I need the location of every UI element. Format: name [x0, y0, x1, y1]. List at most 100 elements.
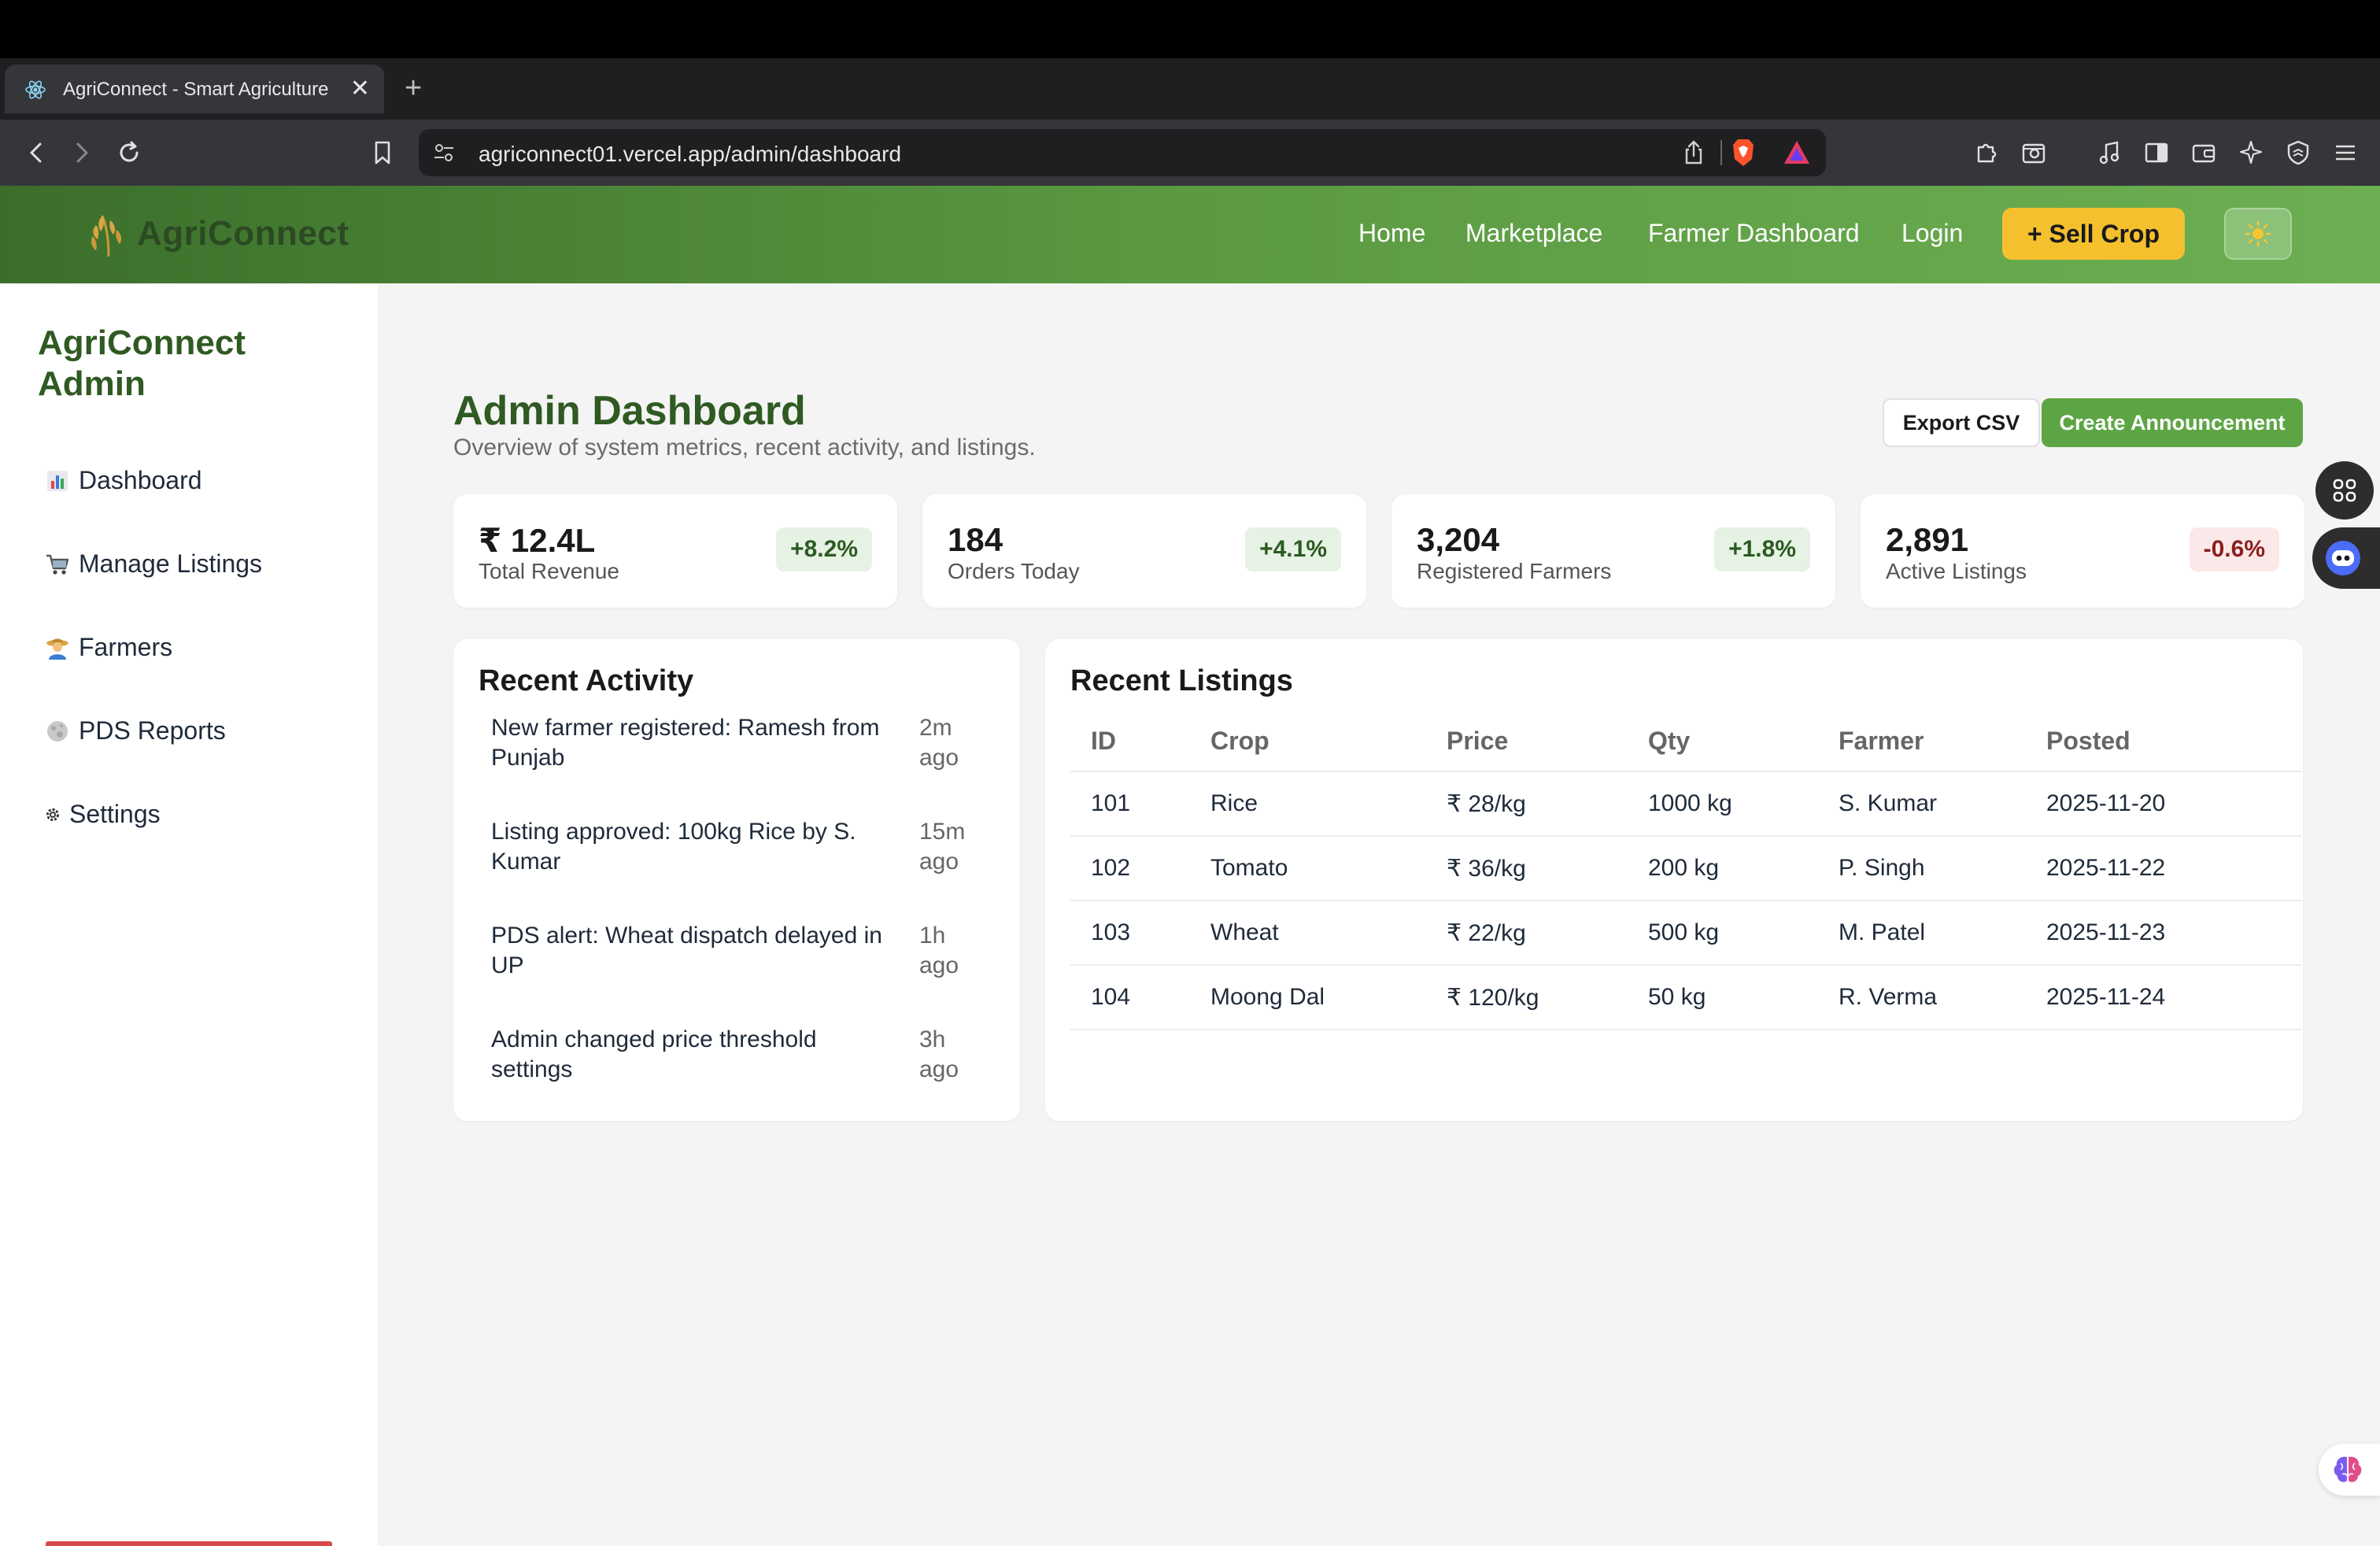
bar-chart-icon: [44, 468, 71, 494]
table-row[interactable]: 101 Rice ₹ 28/kg 1000 kg S. Kumar 2025-1…: [1070, 771, 2301, 837]
cell-posted: 2025-11-24: [2026, 965, 2301, 1030]
nav-marketplace[interactable]: Marketplace: [1465, 219, 1603, 247]
logout-button[interactable]: [46, 1541, 332, 1546]
stat-value: ₹ 12.4L: [479, 522, 596, 559]
sidebar-item-settings[interactable]: Settings: [44, 800, 161, 829]
forward-icon[interactable]: [63, 134, 101, 172]
brave-rewards-icon[interactable]: [1782, 139, 1812, 167]
cell-id: 103: [1070, 901, 1190, 966]
site-header: AgriConnect Home Marketplace Farmer Dash…: [0, 186, 2380, 283]
activity-text: Admin changed price threshold settings: [491, 1026, 817, 1082]
sidebar-item-farmers[interactable]: Farmers: [44, 633, 172, 662]
vpn-shield-icon[interactable]: [2279, 134, 2317, 172]
cell-crop: Rice: [1190, 771, 1426, 837]
stat-label: Total Revenue: [479, 559, 620, 583]
cell-farmer: R. Verma: [1818, 965, 2026, 1030]
activity-time: 2m ago: [919, 715, 959, 771]
browser-toolbar: agriconnect01.vercel.app/admin/dashboard: [0, 120, 2380, 186]
floating-assistant-button[interactable]: [2312, 527, 2380, 589]
column-header-qty: Qty: [1628, 712, 1818, 772]
table-row[interactable]: 102 Tomato ₹ 36/kg 200 kg P. Singh 2025-…: [1070, 836, 2301, 901]
table-row[interactable]: 104 Moong Dal ₹ 120/kg 50 kg R. Verma 20…: [1070, 965, 2301, 1030]
sidebar-item-pds-reports[interactable]: PDS Reports: [44, 716, 226, 745]
activity-time: 1h ago: [919, 923, 959, 978]
brand-logo[interactable]: AgriConnect: [87, 209, 349, 258]
farmer-icon: [44, 634, 71, 661]
new-tab-icon[interactable]: +: [405, 72, 423, 105]
stat-change-badge: +8.2%: [776, 527, 872, 571]
stat-label: Orders Today: [948, 559, 1080, 583]
os-menu-bar: [0, 0, 2380, 58]
brave-shield-icon[interactable]: [1728, 137, 1758, 168]
recent-activity-panel: Recent Activity New farmer registered: R…: [453, 639, 1020, 1121]
bookmark-icon[interactable]: [364, 134, 401, 172]
table-row[interactable]: 103 Wheat ₹ 22/kg 500 kg M. Patel 2025-1…: [1070, 901, 2301, 966]
browser-tab[interactable]: AgriConnect - Smart Agriculture ✕: [5, 65, 384, 113]
activity-text: Listing approved: 100kg Rice by S. Kumar: [491, 819, 856, 875]
cell-price: ₹ 36/kg: [1426, 836, 1628, 901]
wheat-icon: [91, 215, 122, 257]
cell-price: ₹ 22/kg: [1426, 901, 1628, 966]
nav-login[interactable]: Login: [1901, 219, 1964, 247]
extensions-icon[interactable]: [1968, 134, 2005, 172]
stat-change-badge: -0.6%: [2189, 527, 2279, 571]
cell-qty: 500 kg: [1628, 901, 1818, 966]
recent-listings-panel: Recent Listings ID Crop Price Qty Farmer…: [1045, 639, 2303, 1121]
panel-title: Recent Listings: [1070, 664, 1293, 697]
cell-posted: 2025-11-23: [2026, 901, 2301, 966]
sidebar-item-label: Dashboard: [79, 466, 202, 494]
nav-home[interactable]: Home: [1358, 219, 1426, 247]
table-header-row: ID Crop Price Qty Farmer Posted: [1070, 712, 2301, 772]
stat-card-farmers: 3,204 Registered Farmers +1.8%: [1391, 494, 1835, 608]
cell-posted: 2025-11-22: [2026, 836, 2301, 901]
menu-icon[interactable]: [2326, 134, 2364, 172]
sun-icon: [2245, 220, 2271, 247]
brain-icon: [2334, 1456, 2362, 1482]
sidebar-item-label: Manage Listings: [79, 549, 263, 578]
cell-farmer: S. Kumar: [1818, 771, 2026, 837]
reload-icon[interactable]: [110, 134, 148, 172]
sidebar-item-manage-listings[interactable]: Manage Listings: [44, 549, 262, 579]
sidebar-item-label: Farmers: [79, 633, 173, 661]
export-csv-button[interactable]: Export CSV: [1883, 398, 2040, 447]
cell-crop: Tomato: [1190, 836, 1426, 901]
back-icon[interactable]: [17, 134, 55, 172]
screenshot-icon[interactable]: [2015, 134, 2053, 172]
site-settings-icon[interactable]: [431, 140, 456, 165]
cell-qty: 1000 kg: [1628, 771, 1818, 837]
theme-toggle-button[interactable]: [2224, 208, 2292, 260]
gear-icon: [44, 801, 61, 828]
sidebar-item-label: Settings: [69, 800, 161, 828]
floating-brain-button[interactable]: [2319, 1444, 2380, 1496]
stat-change-badge: +1.8%: [1714, 527, 1810, 571]
leo-ai-icon[interactable]: [2232, 134, 2270, 172]
cart-icon: [44, 551, 71, 578]
sidebar-toggle-icon[interactable]: [2138, 134, 2175, 172]
stat-label: Registered Farmers: [1417, 559, 1612, 583]
urlbar-divider: [1720, 140, 1722, 165]
column-header-crop: Crop: [1190, 712, 1426, 772]
sidebar-item-dashboard[interactable]: Dashboard: [44, 466, 202, 495]
sell-crop-button[interactable]: + Sell Crop: [2002, 208, 2185, 260]
column-header-price: Price: [1426, 712, 1628, 772]
address-bar[interactable]: agriconnect01.vercel.app/admin/dashboard: [419, 129, 1826, 176]
share-icon[interactable]: [1680, 139, 1708, 167]
close-tab-icon[interactable]: ✕: [349, 76, 370, 102]
music-icon[interactable]: [2090, 134, 2128, 172]
sidebar-title: AgriConnect Admin: [38, 324, 246, 403]
robot-icon: [2326, 541, 2360, 575]
activity-time: 15m ago: [919, 819, 966, 875]
stat-value: 184: [948, 521, 1003, 558]
activity-text: PDS alert: Wheat dispatch delayed in UP: [491, 923, 882, 978]
cell-farmer: M. Patel: [1818, 901, 2026, 966]
listings-table: ID Crop Price Qty Farmer Posted 101 Rice…: [1070, 712, 2301, 1030]
wallet-icon[interactable]: [2185, 134, 2223, 172]
cell-posted: 2025-11-20: [2026, 771, 2301, 837]
nav-farmer-dashboard[interactable]: Farmer Dashboard: [1648, 219, 1860, 247]
cell-qty: 50 kg: [1628, 965, 1818, 1030]
floating-apps-button[interactable]: [2315, 461, 2374, 520]
stat-value: 3,204: [1417, 521, 1500, 558]
column-header-posted: Posted: [2026, 712, 2301, 772]
create-announcement-button[interactable]: Create Announcement: [2042, 398, 2303, 447]
grid-icon: [2333, 479, 2356, 502]
